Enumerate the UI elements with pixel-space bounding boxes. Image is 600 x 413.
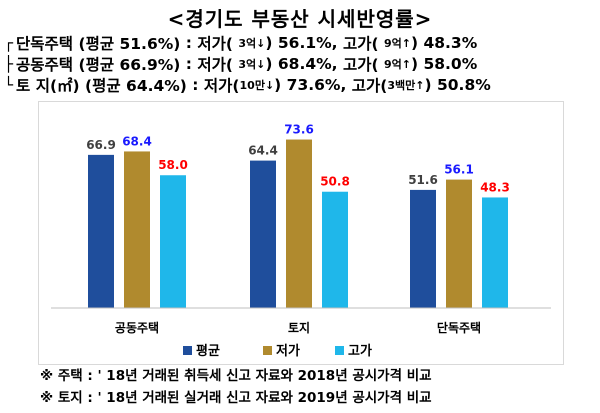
separator: : — [185, 34, 192, 52]
high-label: 고가( — [342, 35, 379, 53]
average-text: (평균 66.9%) — [78, 56, 181, 74]
legend-swatch-high — [335, 346, 344, 355]
data-label-avg: 64.4 — [248, 144, 278, 158]
data-label-high: 50.8 — [320, 175, 350, 189]
average-text: (평균 51.6%) — [78, 35, 181, 53]
high-close: ) — [424, 76, 432, 94]
high-label: 고가( — [351, 77, 388, 95]
high-value: 50.8% — [436, 76, 491, 94]
high-close: ) — [410, 34, 419, 52]
low-condition: 10만↓ — [239, 79, 275, 92]
low-value: 73.6%, — [286, 76, 347, 94]
legend-swatch-low — [263, 346, 272, 355]
category-label: 공동주택 — [16, 56, 74, 74]
bracket-mark: ┌ — [4, 34, 14, 52]
bar-avg — [88, 154, 114, 308]
category-tick-label: 단독주택 — [437, 320, 481, 335]
high-value: 48.3% — [423, 34, 478, 52]
low-close: ) — [265, 55, 273, 73]
bracket-mark: └ — [4, 76, 14, 94]
data-label-low: 73.6 — [284, 123, 314, 137]
chart-panel: 66.9 68.4 58.0 공동주택 64.4 73.6 50.8 토지 51.6 56.1 48… — [38, 101, 564, 365]
bar-avg — [250, 160, 276, 308]
footnote-housing: ※ 주택 : ' 18년 거래된 취득세 신고 자료와 2018년 공시가격 비… — [40, 368, 432, 384]
legend-label-avg: 평균 — [196, 343, 220, 359]
low-close: ) — [265, 34, 273, 52]
bar-low — [286, 139, 312, 308]
low-condition: 3억↓ — [238, 37, 266, 50]
low-value: 56.1%, — [277, 34, 338, 52]
high-condition: 9억↑ — [383, 58, 411, 71]
data-label-low: 68.4 — [122, 134, 152, 148]
footnote-land: ※ 토지 : ' 18년 거래된 실거래 신고 자료와 2019년 공시가격 비… — [40, 390, 432, 406]
low-label: 저가( — [203, 77, 240, 95]
summary-line-detached: ┌ 단독주택 (평균 51.6%) : 저가( 3억↓ ) 56.1%, 고가(… — [4, 32, 477, 54]
high-label: 고가( — [342, 56, 379, 74]
separator: : — [185, 55, 192, 73]
category-tick-label: 공동주택 — [115, 320, 159, 335]
low-label: 저가( — [197, 56, 233, 74]
bar-high — [322, 191, 348, 308]
summary-line-apartment: ├ 공동주택 (평균 66.9%) : 저가( 3억↓ ) 68.4%, 고가(… — [4, 53, 477, 75]
high-condition: 9억↑ — [383, 37, 411, 50]
page-title: <경기도 부동산 시세반영률> — [167, 7, 433, 31]
bar-chart: 66.9 68.4 58.0 공동주택 64.4 73.6 50.8 토지 51.6 56.1 48… — [51, 123, 551, 359]
data-label-avg: 66.9 — [86, 138, 116, 152]
low-label: 저가( — [197, 35, 233, 53]
category-tick-label: 토지 — [288, 320, 310, 335]
separator: : — [192, 76, 199, 94]
average-text: (평균 64.4%) — [85, 77, 187, 95]
high-condition: 3백만↑ — [387, 79, 425, 92]
legend-label-low: 저가 — [276, 344, 300, 359]
high-close: ) — [410, 55, 419, 73]
bracket-mark: ├ — [4, 55, 14, 73]
bar-low — [446, 179, 472, 308]
bar-high — [482, 197, 508, 308]
high-value: 58.0% — [423, 55, 478, 73]
category-label: 단독주택 — [16, 35, 74, 53]
summary-line-land: └ 토 지(㎡) (평균 64.4%) : 저가( 10만↓ ) 73.6%, … — [4, 74, 491, 96]
bar-high — [160, 175, 186, 308]
low-value: 68.4%, — [277, 55, 338, 73]
legend-swatch-avg — [183, 346, 192, 355]
legend-label-high: 고가 — [348, 344, 372, 359]
data-label-low: 56.1 — [444, 163, 474, 177]
category-label: 토 지(㎡) — [16, 77, 80, 95]
bar-low — [124, 151, 150, 308]
low-condition: 3억↓ — [238, 58, 266, 71]
low-close: ) — [274, 76, 282, 94]
bar-avg — [410, 189, 436, 308]
data-label-high: 58.0 — [158, 158, 188, 172]
data-label-avg: 51.6 — [408, 173, 438, 187]
data-label-high: 48.3 — [480, 180, 510, 194]
